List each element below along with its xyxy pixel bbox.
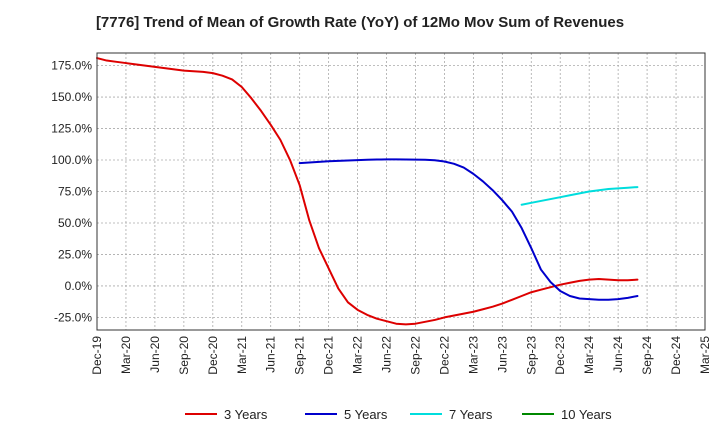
x-tick-label: Dec-24 xyxy=(669,336,683,375)
x-tick-label: Jun-22 xyxy=(380,336,394,373)
plot-frame xyxy=(96,52,706,331)
x-tick-label: Mar-24 xyxy=(582,336,596,374)
chart-title: [7776] Trend of Mean of Growth Rate (YoY… xyxy=(95,14,625,31)
y-tick-label: 175.0% xyxy=(51,59,92,73)
series-lines xyxy=(96,57,639,326)
y-tick-label: -25.0% xyxy=(54,310,92,324)
x-tick-label: Sep-23 xyxy=(524,336,538,375)
x-tick-label: Jun-24 xyxy=(611,336,625,373)
y-tick-label: 25.0% xyxy=(58,247,92,261)
x-tick-label: Mar-25 xyxy=(698,336,712,374)
x-tick-label: Jun-20 xyxy=(148,336,162,373)
legend-label: 7 Years xyxy=(449,407,493,422)
x-tick-label: Dec-22 xyxy=(437,336,451,375)
x-tick-label: Sep-21 xyxy=(293,336,307,375)
y-tick-label: 75.0% xyxy=(58,185,92,199)
x-tick-label: Sep-20 xyxy=(177,336,191,375)
legend-label: 3 Years xyxy=(224,407,268,422)
x-tick-label: Mar-21 xyxy=(235,336,249,374)
y-tick-label: 100.0% xyxy=(51,153,92,167)
x-tick-label: Dec-20 xyxy=(206,336,220,375)
y-tick-label: 150.0% xyxy=(51,90,92,104)
series-line-7-years xyxy=(520,186,639,206)
x-tick-label: Mar-20 xyxy=(119,336,133,374)
y-tick-label: 50.0% xyxy=(58,216,92,230)
legend: 3 Years 5 Years 7 Years 10 Years xyxy=(185,407,612,422)
legend-label: 5 Years xyxy=(344,407,388,422)
x-tick-label: Jun-21 xyxy=(264,336,278,373)
x-tick-label: Dec-21 xyxy=(322,336,336,375)
x-tick-label: Dec-19 xyxy=(90,336,104,375)
y-tick-label: 0.0% xyxy=(65,279,93,293)
y-tick-label: 125.0% xyxy=(51,122,92,136)
x-tick-label: Sep-24 xyxy=(640,336,654,375)
series-line-3-years xyxy=(96,57,639,326)
axis-ticks: 175.0% 150.0% 125.0% 100.0% 75.0% 50.0% 25.0% 0… xyxy=(51,59,712,375)
x-tick-label: Sep-22 xyxy=(408,336,422,375)
x-tick-label: Mar-22 xyxy=(351,336,365,374)
x-tick-label: Dec-23 xyxy=(553,336,567,375)
x-tick-label: Mar-23 xyxy=(466,336,480,374)
legend-label: 10 Years xyxy=(561,407,612,422)
x-tick-label: Jun-23 xyxy=(495,336,509,373)
grid-lines xyxy=(96,53,706,330)
series-line-5-years xyxy=(298,158,639,301)
